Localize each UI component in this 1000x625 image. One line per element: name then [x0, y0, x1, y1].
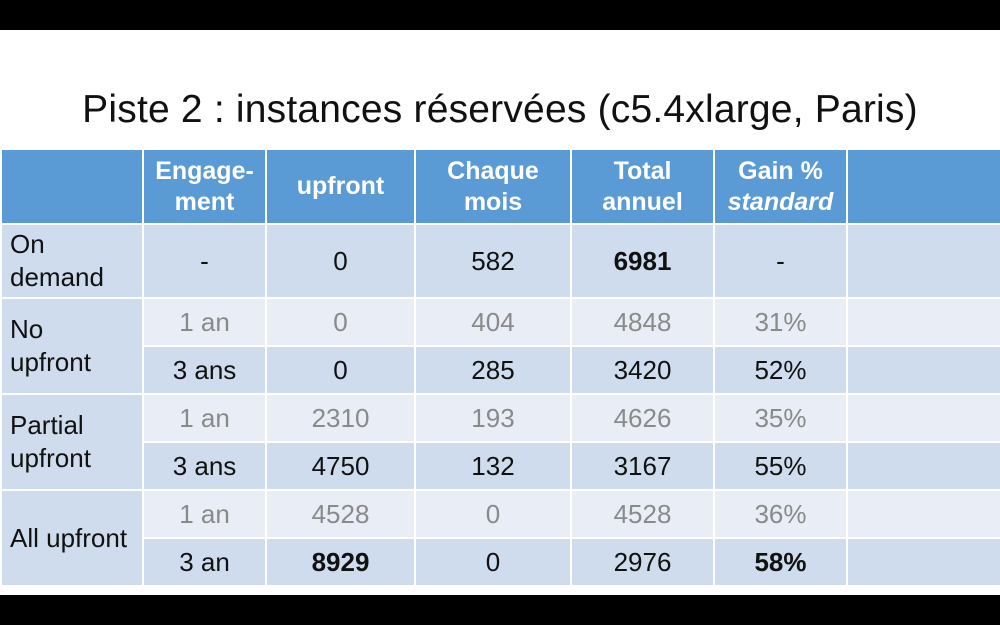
cell-empty: [846, 345, 1000, 395]
row-label-no-upfront: No upfront: [0, 297, 144, 395]
cell-gain: 35%: [713, 393, 848, 443]
header-total-annuel: Total annuel: [570, 148, 715, 225]
cell-upfront: 4750: [265, 441, 416, 491]
table-row-all-upfront-3an: 3 an 8929 0 2976 58%: [1, 537, 1000, 587]
table-row-no-upfront-3ans: 3 ans 0 285 3420 52%: [1, 345, 1000, 395]
cell-empty: [846, 537, 1000, 587]
row-label-all-upfront: All upfront: [0, 489, 144, 587]
slide: Piste 2 : instances réservées (c5.4xlarg…: [0, 30, 1000, 595]
cell-mois: 404: [414, 297, 572, 347]
table-row-partial-upfront-3ans: 3 ans 4750 132 3167 55%: [1, 441, 1000, 491]
pricing-table: Engage- ment upfront Chaque mois Total a…: [0, 148, 1000, 587]
header-gain: Gain % standard: [713, 148, 848, 225]
row-label-partial-upfront: Partial upfront: [0, 393, 144, 491]
table-row-no-upfront-1an: No upfront 1 an 0 404 4848 31%: [0, 297, 1000, 395]
cell-upfront: 2310: [265, 393, 416, 443]
cell-empty: [846, 393, 1000, 443]
table-row-all-upfront-1an: All upfront 1 an 4528 0 4528 36%: [0, 489, 1000, 587]
cell-total: 3167: [570, 441, 715, 491]
cell-upfront: 8929: [265, 537, 416, 587]
header-empty: [0, 148, 144, 225]
table-row-partial-upfront-1an: Partial upfront 1 an 2310 193 4626 35%: [0, 393, 1000, 491]
cell-empty: [846, 441, 1000, 491]
cell-mois: 0: [414, 489, 572, 539]
cell-mois: 193: [414, 393, 572, 443]
cell-total: 4528: [570, 489, 715, 539]
cell-gain: 36%: [713, 489, 848, 539]
cell-gain: -: [713, 223, 848, 299]
cell-upfront: 0: [265, 297, 416, 347]
cell-mois: 285: [414, 345, 572, 395]
cell-mois: 0: [414, 537, 572, 587]
table-row-on-demand: On demand - 0 582 6981 -: [0, 223, 1000, 299]
header-empty-right: [846, 148, 1000, 225]
cell-gain: 31%: [713, 297, 848, 347]
cell-mois: 582: [414, 223, 572, 299]
cell-upfront: 0: [265, 345, 416, 395]
cell-engagement: 1 an: [142, 489, 267, 539]
header-chaque-mois: Chaque mois: [414, 148, 572, 225]
cell-gain: 55%: [713, 441, 848, 491]
cell-upfront: 4528: [265, 489, 416, 539]
cell-gain: 52%: [713, 345, 848, 395]
header-engagement: Engage- ment: [142, 148, 267, 225]
cell-empty: [846, 223, 1000, 299]
row-label-on-demand: On demand: [0, 223, 144, 299]
cell-engagement: 1 an: [142, 297, 267, 347]
cell-empty: [846, 489, 1000, 539]
cell-total: 2976: [570, 537, 715, 587]
cell-gain: 58%: [713, 537, 848, 587]
cell-engagement: 1 an: [142, 393, 267, 443]
cell-upfront: 0: [265, 223, 416, 299]
cell-engagement: 3 ans: [142, 441, 267, 491]
cell-empty: [846, 297, 1000, 347]
cell-total: 3420: [570, 345, 715, 395]
slide-title: Piste 2 : instances réservées (c5.4xlarg…: [82, 88, 918, 131]
cell-engagement: 3 an: [142, 537, 267, 587]
cell-total: 4626: [570, 393, 715, 443]
cell-engagement: -: [142, 223, 267, 299]
cell-total: 4848: [570, 297, 715, 347]
header-upfront: upfront: [265, 148, 416, 225]
cell-engagement: 3 ans: [142, 345, 267, 395]
cell-mois: 132: [414, 441, 572, 491]
header-row: Engage- ment upfront Chaque mois Total a…: [0, 148, 1000, 225]
cell-total: 6981: [570, 223, 715, 299]
